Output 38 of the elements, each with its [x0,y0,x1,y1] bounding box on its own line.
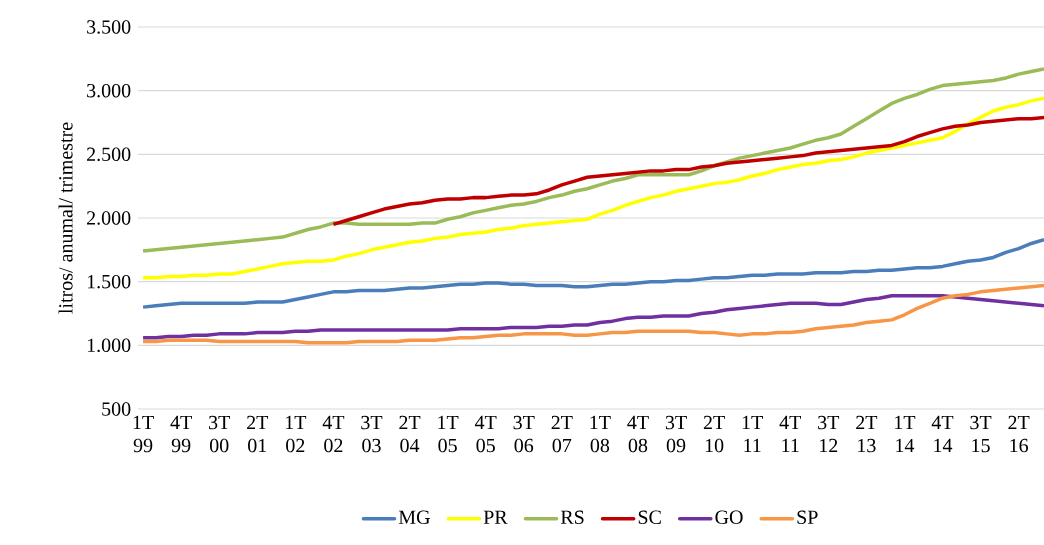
legend-label: SC [638,510,661,525]
y-tick-label: 500 [102,402,131,416]
x-tick-label: 4T 02 [322,415,345,453]
x-tick-label: 4T 14 [931,415,954,453]
x-tick-label: 4T 08 [627,415,649,453]
x-tick-label: 3T 06 [513,415,535,453]
legend-label: PR [483,510,508,524]
x-tick-label: 1T 05 [438,415,459,453]
x-tick-label: 1T 11 [742,415,763,453]
y-axis-title: litros/ anumal/ trimestre [58,122,73,314]
legend-label: MG [398,510,430,525]
x-tick-label: 3T 12 [818,415,840,453]
legend-label: SP [797,510,818,525]
x-tick-label: 2T 10 [703,415,725,453]
y-tick-label: 2.500 [87,147,131,162]
x-tick-label: 3T 00 [209,415,230,453]
x-tick-label: 1T 14 [895,415,916,453]
x-tick-label: 2T 01 [247,415,269,453]
y-tick-label: 1.500 [87,274,131,289]
x-tick-label: 1T 02 [286,415,307,453]
x-tick-label: 2T 16 [1008,415,1030,453]
y-tick-label: 2.000 [87,211,131,225]
legend-label: RS [560,510,584,525]
x-tick-label: 1T 08 [590,415,611,453]
x-tick-label: 1T 99 [133,415,154,453]
x-tick-label: 3T 09 [665,415,687,453]
x-tick-label: 4T 05 [474,415,497,453]
x-tick-label: 4T 11 [779,415,802,453]
x-tick-label: 2T 04 [399,415,421,453]
legend-label: GO [715,510,743,525]
y-tick-label: 1.000 [87,338,131,353]
y-tick-label: 3.000 [87,83,131,98]
y-tick-label: 3.500 [87,20,131,34]
x-tick-label: 2T 07 [551,415,573,453]
x-tick-label: 2T 13 [856,415,878,453]
x-tick-label: 4T 99 [170,415,192,453]
x-tick-label: 3T 15 [970,415,992,453]
x-tick-label: 3T 03 [361,415,383,453]
